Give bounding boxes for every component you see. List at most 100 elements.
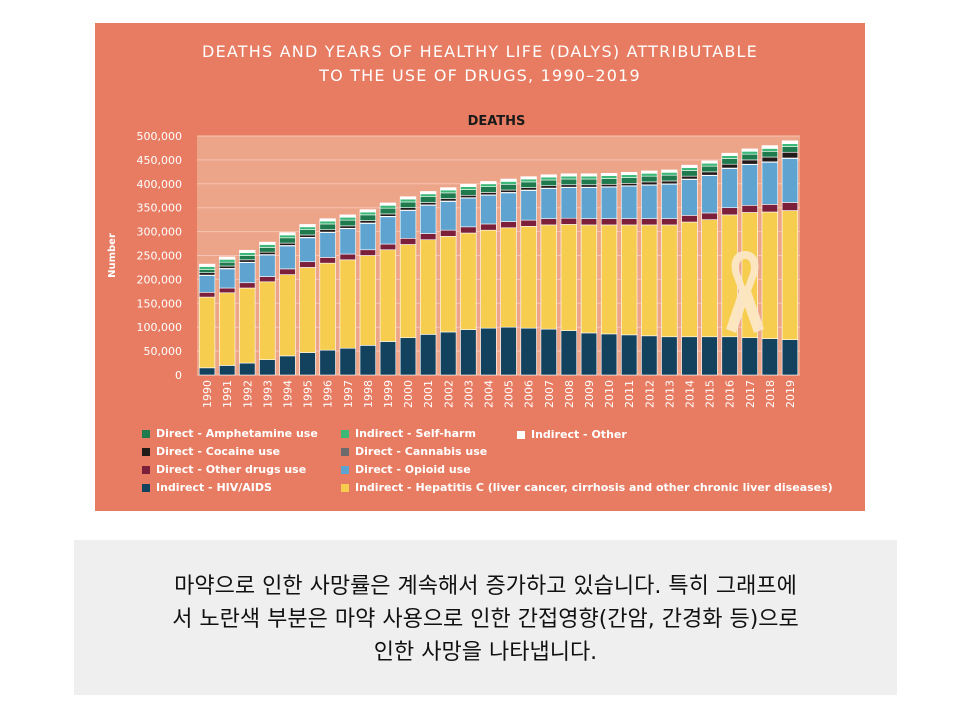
x-tick-label: 2018 bbox=[764, 380, 777, 408]
bar-segment bbox=[339, 219, 356, 227]
caption-line-3: 인한 사망을 나타냅니다. bbox=[373, 640, 598, 665]
bar-segment bbox=[580, 224, 598, 334]
x-tick-label: 2012 bbox=[643, 380, 656, 408]
bar-segment bbox=[641, 170, 658, 174]
bar-segment bbox=[621, 224, 638, 336]
bar-segment bbox=[761, 145, 778, 149]
bar-segment bbox=[239, 252, 256, 256]
bar-segment bbox=[600, 224, 618, 335]
bar-segment bbox=[379, 341, 397, 376]
bar-segment bbox=[299, 224, 316, 228]
legend-label: Direct - Opioid use bbox=[355, 463, 471, 476]
bar-segment bbox=[500, 183, 517, 191]
bar-segment bbox=[580, 184, 598, 188]
bar-segment bbox=[219, 259, 236, 263]
bar-segment bbox=[621, 185, 638, 219]
bar-segment bbox=[641, 218, 658, 226]
x-tick-label: 2006 bbox=[523, 380, 536, 408]
bar-segment bbox=[420, 193, 437, 198]
bar-segment bbox=[480, 192, 497, 196]
bar-segment bbox=[641, 335, 658, 376]
bar-segment bbox=[359, 345, 376, 376]
bar-segment bbox=[781, 202, 799, 211]
bar-segment bbox=[219, 287, 236, 294]
bar-segment bbox=[661, 180, 678, 185]
x-tick-label: 2015 bbox=[704, 380, 717, 408]
y-axis-label: Number bbox=[107, 233, 118, 278]
bar-segment bbox=[339, 214, 356, 218]
bar-segment bbox=[520, 190, 537, 221]
bar-segment bbox=[480, 183, 497, 187]
bar-segment bbox=[761, 204, 778, 213]
bar-segment bbox=[198, 263, 216, 267]
bar-segment bbox=[520, 181, 537, 188]
bar-segment bbox=[379, 249, 397, 342]
bar-segment bbox=[661, 174, 678, 182]
bar-segment bbox=[198, 269, 216, 274]
bar-segment bbox=[420, 191, 437, 195]
bar-segment bbox=[339, 228, 356, 255]
x-tick-label: 2007 bbox=[543, 380, 556, 408]
x-tick-label: 2016 bbox=[724, 380, 737, 408]
bar-segment bbox=[339, 225, 356, 229]
bar-segment bbox=[661, 336, 678, 376]
bar-segment bbox=[741, 153, 758, 161]
legend-swatch bbox=[341, 465, 349, 474]
legend-item: Indirect - Hepatitis C (liver cancer, ci… bbox=[341, 481, 833, 494]
y-tick-label: 300,000 bbox=[137, 226, 183, 239]
bar-segment bbox=[319, 262, 336, 351]
legend-item: Direct - Cocaine use bbox=[142, 445, 280, 458]
bar-segment bbox=[781, 158, 799, 203]
legend-swatch bbox=[517, 430, 525, 439]
bar-segment bbox=[721, 336, 738, 376]
legend-label: Indirect - Self-harm bbox=[355, 427, 476, 440]
bar-segment bbox=[520, 219, 537, 227]
bar-segment bbox=[219, 292, 236, 366]
x-tick-label: 1998 bbox=[362, 380, 375, 408]
bar-segment bbox=[721, 152, 738, 156]
bar-segment bbox=[359, 255, 376, 346]
bar-segment bbox=[741, 159, 758, 165]
bar-segment bbox=[219, 261, 236, 267]
bar-segment bbox=[721, 158, 738, 165]
legend-label: Indirect - Hepatitis C (liver cancer, ci… bbox=[355, 481, 833, 494]
bar-segment bbox=[379, 207, 397, 215]
bar-segment bbox=[540, 188, 557, 219]
x-tick-label: 2013 bbox=[663, 380, 676, 408]
bar-segment bbox=[440, 229, 457, 237]
bar-segment bbox=[399, 210, 417, 239]
bar-segment bbox=[580, 173, 598, 177]
bar-segment bbox=[520, 327, 537, 376]
bar-segment bbox=[741, 148, 758, 152]
x-tick-label: 1993 bbox=[261, 380, 274, 408]
bar-segment bbox=[379, 202, 397, 206]
bar-segment bbox=[661, 224, 678, 338]
bar-segment bbox=[721, 207, 738, 216]
bar-segment bbox=[399, 201, 417, 209]
x-tick-label: 2000 bbox=[402, 380, 415, 408]
x-tick-label: 1995 bbox=[302, 380, 315, 408]
bar-chart: DEATHS 0 50,000 100,000 150,000 200,000 250,00… bbox=[107, 114, 800, 408]
bar-segment bbox=[440, 189, 457, 194]
bar-segment bbox=[460, 189, 477, 196]
bar-segment bbox=[339, 216, 356, 221]
bar-segment bbox=[359, 209, 376, 213]
caption-line-1: 마약으로 인한 사망률은 계속해서 증가하고 있습니다. 특히 그래프에 bbox=[174, 574, 797, 599]
bar-segment bbox=[239, 287, 256, 364]
bar-segment bbox=[741, 150, 758, 155]
legend-label: Direct - Amphetamine use bbox=[156, 427, 318, 440]
bar-segment bbox=[299, 226, 316, 230]
x-tick-label: 2004 bbox=[482, 380, 495, 408]
x-tick-label: 2003 bbox=[462, 380, 475, 408]
bar-segment bbox=[299, 352, 316, 376]
bar-segment bbox=[500, 326, 517, 376]
bar-segment bbox=[540, 174, 557, 178]
bar-segment bbox=[219, 265, 236, 269]
bar-segment bbox=[661, 169, 678, 173]
legend-item: Indirect - HIV/AIDS bbox=[142, 481, 272, 494]
bar-segment bbox=[259, 276, 276, 283]
legend-swatch bbox=[142, 483, 150, 492]
awareness-ribbon-icon bbox=[726, 251, 764, 333]
bar-segment bbox=[279, 242, 296, 246]
bar-segment bbox=[239, 362, 256, 376]
